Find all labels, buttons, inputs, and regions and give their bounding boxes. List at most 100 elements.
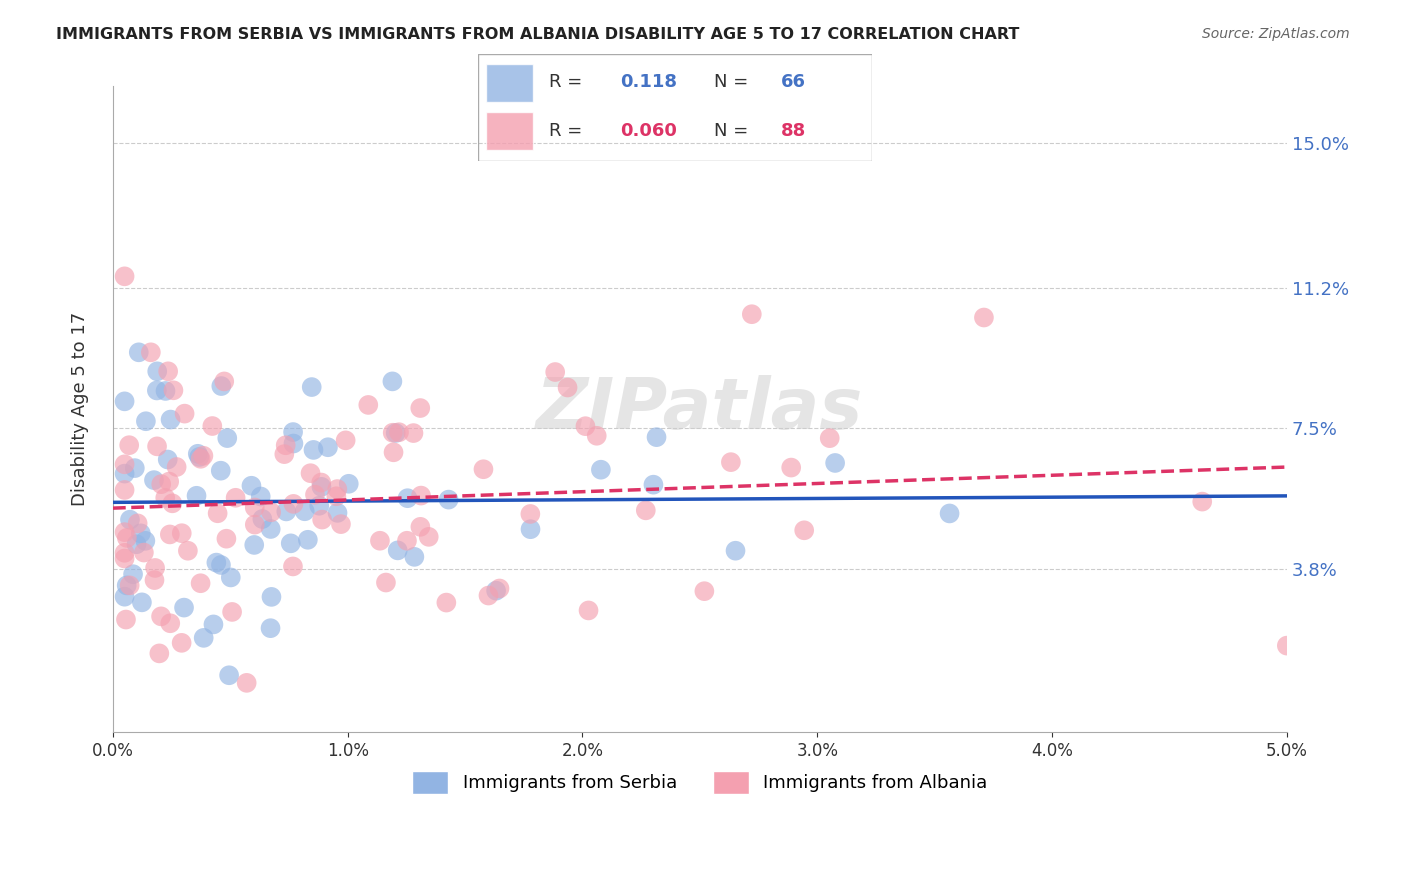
Point (114, 551, 136, 566)
Point (143, 473, 166, 487)
Point (938, 507, 960, 521)
Bar (486, 64, 533, 102)
Text: 66: 66 (782, 73, 806, 91)
Point (243, 538, 266, 552)
Point (337, 476, 360, 491)
Point (357, 398, 380, 412)
Point (418, 530, 440, 544)
Point (472, 462, 495, 476)
Point (316, 440, 339, 454)
Point (274, 438, 297, 452)
Point (143, 561, 166, 575)
Point (155, 384, 177, 398)
Point (201, 419, 224, 434)
Point (252, 512, 274, 526)
Point (122, 567, 145, 582)
Point (574, 419, 596, 434)
Text: ZIPatlas: ZIPatlas (536, 375, 863, 444)
Point (187, 447, 209, 461)
Point (308, 499, 330, 513)
Point (114, 467, 136, 481)
Point (294, 504, 316, 518)
Point (127, 516, 149, 531)
Point (1191, 494, 1213, 508)
Point (209, 379, 232, 393)
Point (276, 504, 298, 518)
Point (434, 596, 457, 610)
Point (634, 503, 657, 517)
Point (215, 532, 238, 546)
Point (166, 460, 188, 475)
Point (720, 455, 742, 469)
Text: N =: N = (714, 73, 754, 91)
Point (325, 489, 347, 503)
Point (1275, 639, 1298, 653)
Point (146, 439, 169, 453)
Point (589, 463, 612, 477)
Point (301, 380, 323, 394)
Point (260, 505, 283, 519)
Point (260, 522, 283, 536)
Point (249, 490, 271, 504)
Point (409, 489, 432, 503)
Text: R =: R = (548, 73, 588, 91)
Point (368, 533, 391, 548)
Point (207, 506, 229, 520)
Point (437, 492, 460, 507)
Point (396, 491, 419, 506)
Point (302, 442, 325, 457)
Point (114, 525, 136, 540)
Point (519, 507, 541, 521)
Point (382, 445, 405, 459)
Point (202, 617, 225, 632)
Point (135, 414, 157, 428)
Point (283, 436, 305, 450)
Y-axis label: Disability Age 5 to 17: Disability Age 5 to 17 (72, 312, 89, 507)
Point (218, 668, 240, 682)
Legend: Immigrants from Serbia, Immigrants from Albania: Immigrants from Serbia, Immigrants from … (405, 764, 995, 801)
Point (240, 479, 263, 493)
Point (150, 477, 173, 491)
Point (173, 407, 195, 421)
Point (114, 458, 136, 472)
Point (973, 310, 995, 325)
Point (132, 545, 155, 559)
Point (780, 460, 803, 475)
Point (118, 513, 141, 527)
Point (388, 425, 411, 440)
Point (186, 489, 208, 503)
Point (326, 506, 349, 520)
Point (114, 546, 136, 560)
Point (243, 500, 266, 515)
Point (146, 364, 169, 378)
Point (409, 520, 432, 534)
Point (170, 636, 193, 650)
Point (384, 425, 406, 440)
Point (544, 365, 567, 379)
Point (299, 466, 322, 480)
Point (824, 456, 846, 470)
Point (283, 497, 305, 511)
Point (129, 526, 152, 541)
Point (146, 384, 169, 398)
Point (402, 426, 425, 441)
Text: Source: ZipAtlas.com: Source: ZipAtlas.com (1202, 27, 1350, 41)
Point (488, 582, 510, 596)
Point (209, 558, 232, 572)
Point (159, 527, 181, 541)
Point (281, 559, 304, 574)
Point (114, 394, 136, 409)
Point (259, 621, 281, 635)
Point (297, 533, 319, 547)
Point (115, 613, 138, 627)
Point (326, 482, 349, 496)
Point (173, 600, 195, 615)
Point (387, 543, 409, 558)
Point (131, 595, 153, 609)
Point (221, 605, 243, 619)
Point (114, 590, 136, 604)
Point (156, 452, 179, 467)
Point (128, 345, 150, 359)
Point (170, 526, 193, 541)
Point (741, 307, 763, 321)
